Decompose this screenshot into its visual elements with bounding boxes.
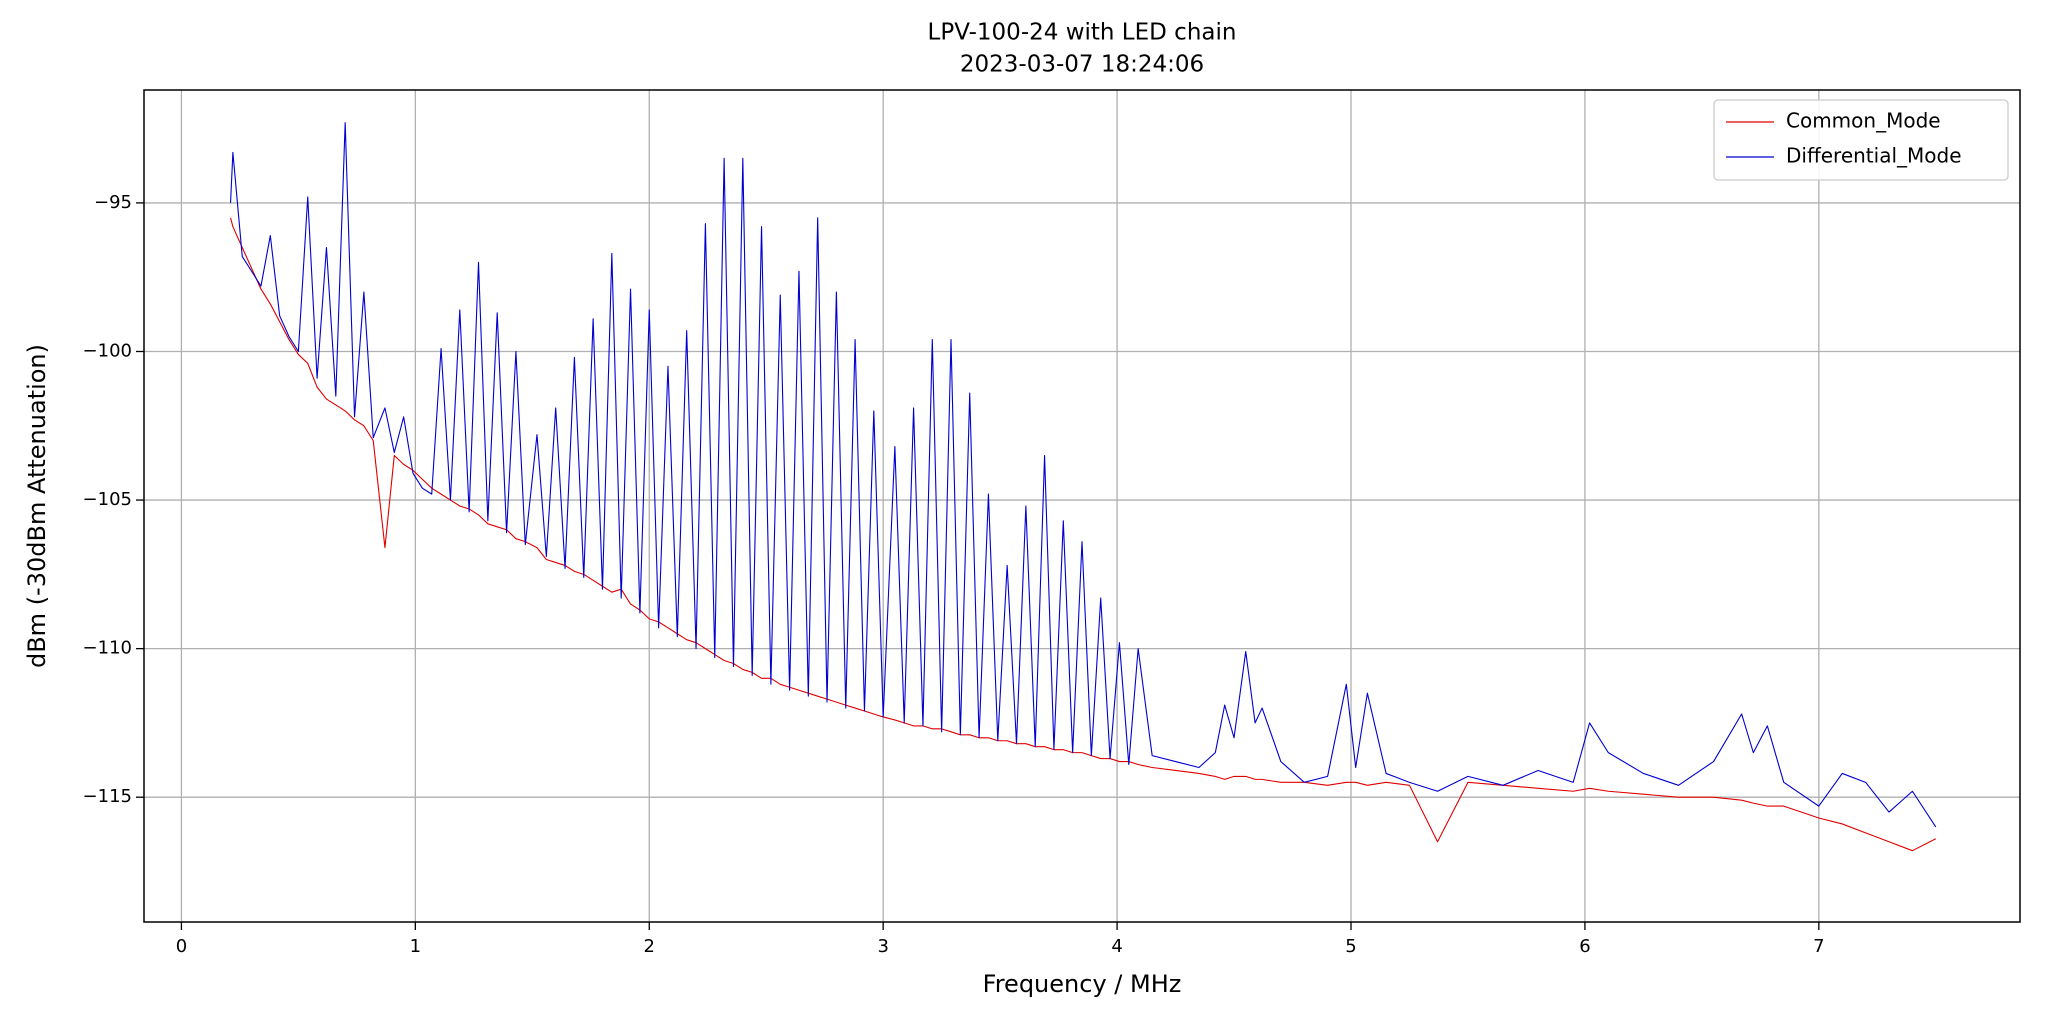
legend-label: Common_Mode xyxy=(1786,109,1941,133)
y-tick-label: −95 xyxy=(94,192,132,213)
x-tick-label: 0 xyxy=(176,936,187,957)
legend-label: Differential_Mode xyxy=(1786,144,1962,168)
chart-subtitle: 2023-03-07 18:24:06 xyxy=(960,52,1204,78)
x-tick-label: 2 xyxy=(644,936,655,957)
x-axis-label: Frequency / MHz xyxy=(983,970,1182,998)
x-tick-label: 6 xyxy=(1579,936,1590,957)
x-tick-label: 3 xyxy=(877,936,888,957)
data-line xyxy=(230,217,1937,852)
x-tick-label: 4 xyxy=(1111,936,1122,957)
y-axis-label: dBm (-30dBm Attenuation) xyxy=(23,344,51,668)
y-tick-label: −115 xyxy=(83,786,132,807)
y-tick-label: −105 xyxy=(83,489,132,510)
x-tick-label: 1 xyxy=(410,936,421,957)
x-tick-label: 5 xyxy=(1345,936,1356,957)
legend-box xyxy=(1713,99,2009,181)
plot-frame xyxy=(143,89,2021,923)
chart-title: LPV-100-24 with LED chain xyxy=(928,20,1237,46)
x-tick-label: 7 xyxy=(1813,936,1824,957)
data-line xyxy=(230,122,1937,828)
y-tick-label: −100 xyxy=(83,340,132,361)
y-tick-label: −110 xyxy=(83,638,132,659)
